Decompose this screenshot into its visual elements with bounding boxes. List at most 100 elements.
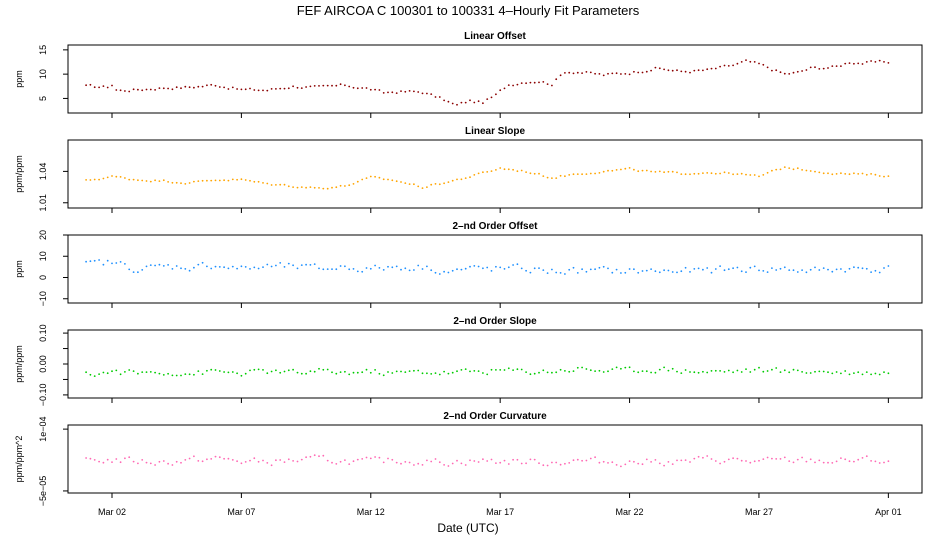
data-point <box>382 92 385 94</box>
data-point <box>477 461 480 463</box>
data-point <box>326 268 329 270</box>
data-point <box>98 259 100 261</box>
data-point <box>378 267 381 269</box>
data-point <box>279 183 282 186</box>
data-point <box>788 167 791 170</box>
data-point <box>883 461 885 464</box>
panel-2: 2–nd Order Offset ppm −10 0 10 20 <box>14 221 923 306</box>
data-point <box>417 462 420 465</box>
data-point <box>564 370 566 372</box>
data-point <box>451 102 454 105</box>
data-point <box>184 459 187 461</box>
data-point <box>352 268 355 270</box>
data-point <box>801 371 803 373</box>
data-point <box>749 266 752 269</box>
data-point <box>279 371 282 374</box>
data-point <box>149 462 152 465</box>
data-point <box>546 83 549 85</box>
data-point <box>188 182 191 184</box>
data-point <box>400 462 402 465</box>
data-point <box>119 261 122 263</box>
data-point <box>206 458 208 461</box>
data-point <box>792 461 795 464</box>
data-point <box>391 266 394 269</box>
data-point <box>684 266 687 269</box>
data-point <box>331 371 333 374</box>
data-point <box>585 459 588 462</box>
y-tick-label: 1.01 <box>38 194 48 212</box>
data-point <box>865 267 868 270</box>
data-point <box>542 81 545 83</box>
data-point <box>697 172 700 175</box>
data-point <box>322 84 325 87</box>
data-point <box>270 370 273 373</box>
data-point <box>292 186 294 189</box>
data-point <box>727 172 730 174</box>
data-point <box>214 179 217 182</box>
data-point <box>184 85 187 88</box>
data-point <box>124 263 126 265</box>
data-point <box>387 265 389 268</box>
data-point <box>745 368 747 370</box>
data-point <box>469 176 471 179</box>
data-point <box>124 457 126 460</box>
data-point <box>158 87 161 89</box>
data-point <box>719 65 721 68</box>
data-point <box>296 267 299 270</box>
data-point <box>564 273 566 275</box>
data-point <box>732 371 734 374</box>
data-point <box>736 173 739 176</box>
y-axis-label: ppm/ppm <box>14 155 24 193</box>
data-point <box>611 368 614 370</box>
data-point <box>589 457 592 460</box>
data-point <box>257 460 260 463</box>
data-point <box>352 183 355 185</box>
data-point <box>844 62 847 65</box>
data-point <box>464 177 467 180</box>
data-point <box>727 458 730 461</box>
data-point <box>283 370 286 373</box>
data-point <box>193 86 195 89</box>
data-point <box>671 69 674 72</box>
data-point <box>598 369 601 372</box>
data-point <box>758 269 760 272</box>
data-point <box>628 73 631 76</box>
data-point <box>253 457 256 460</box>
data-point <box>93 178 96 181</box>
data-point <box>745 460 747 462</box>
data-point <box>762 63 765 66</box>
data-point <box>115 89 118 91</box>
data-point <box>482 372 484 374</box>
data-point <box>624 463 627 466</box>
data-point <box>568 174 571 176</box>
data-point <box>796 70 799 73</box>
data-point <box>598 73 601 75</box>
data-point <box>818 370 821 373</box>
data-point <box>300 264 303 266</box>
data-point <box>249 459 251 462</box>
data-point <box>783 369 786 372</box>
data-point <box>663 68 665 71</box>
data-point <box>158 372 161 375</box>
data-point <box>180 87 182 90</box>
data-point <box>576 71 579 74</box>
y-tick-label: 0 <box>38 275 48 280</box>
data-point <box>525 171 527 174</box>
data-point <box>771 169 773 172</box>
data-point <box>275 459 277 462</box>
data-point <box>822 370 825 373</box>
data-point <box>684 70 687 73</box>
data-point <box>844 458 847 461</box>
data-point <box>262 459 264 462</box>
data-point <box>633 460 635 463</box>
data-point <box>395 265 398 268</box>
data-point <box>538 172 540 175</box>
data-point <box>395 370 398 373</box>
data-point <box>710 67 713 70</box>
data-point <box>318 187 320 189</box>
data-point <box>645 458 648 461</box>
data-point <box>249 369 251 372</box>
data-point <box>654 171 657 173</box>
data-point <box>451 371 454 374</box>
data-point <box>490 458 493 461</box>
